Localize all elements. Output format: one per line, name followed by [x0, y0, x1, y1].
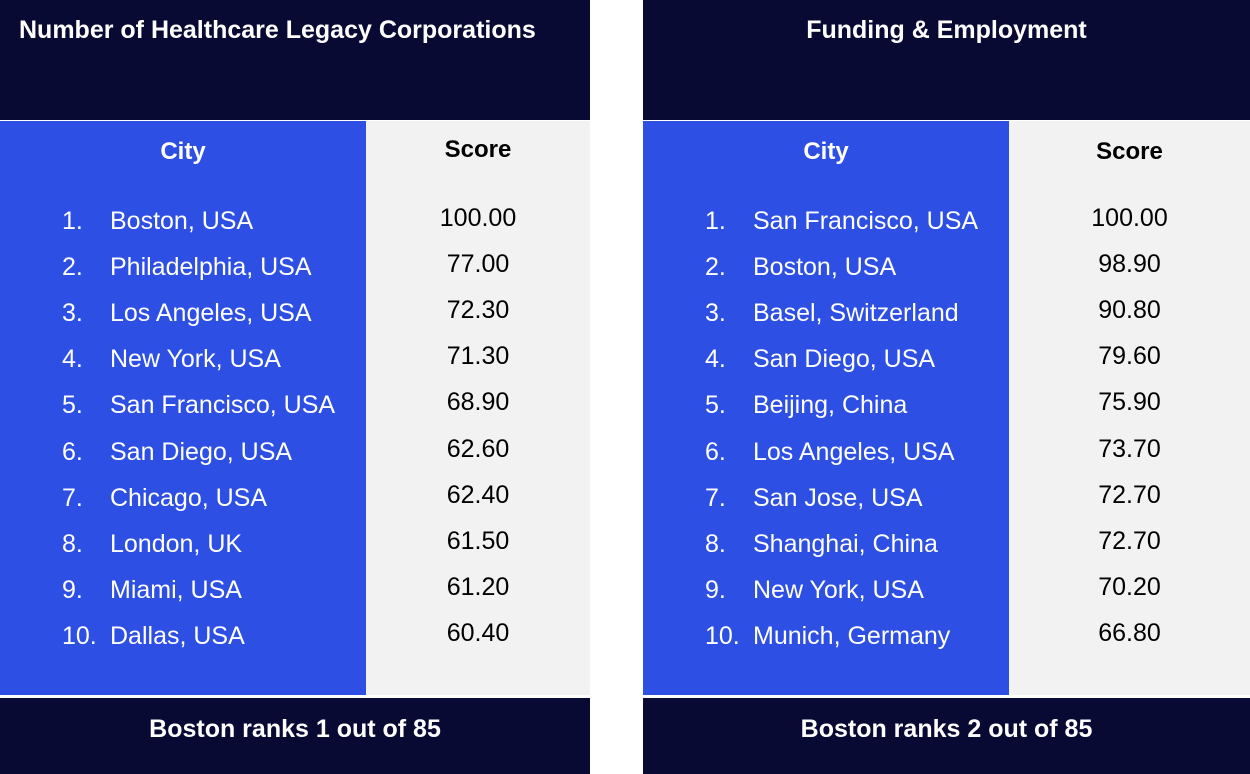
score-value: 61.20	[446, 572, 510, 601]
rank-number: 9.	[62, 575, 83, 604]
table-row: 3. Los Angeles, USA 72.30	[0, 296, 590, 345]
rank-number: 8.	[705, 529, 726, 558]
score-value: 77.00	[446, 250, 510, 279]
table-row: 9. Miami, USA 61.20	[0, 572, 590, 622]
score-value: 90.80	[1098, 296, 1161, 325]
score-value: 72.30	[446, 296, 510, 325]
table-row: 2. Boston, USA 98.90	[643, 250, 1250, 299]
score-value: 72.70	[1098, 526, 1161, 555]
city-name: New York, USA	[753, 575, 924, 604]
city-name: London, UK	[110, 529, 243, 558]
score-value: 62.40	[446, 480, 510, 509]
city-name: Miami, USA	[110, 575, 242, 604]
table-row: 7. Chicago, USA 62.40	[0, 480, 590, 530]
city-name: San Francisco, USA	[753, 207, 979, 235]
rank-number: 10.	[62, 621, 97, 650]
table-row: 3. Basel, Switzerland 90.80	[643, 296, 1250, 345]
table-row: 10. Dallas, USA 60.40	[0, 618, 590, 668]
score-value: 98.90	[1098, 250, 1161, 279]
table-row: 1. Boston, USA 100.00	[0, 204, 590, 253]
rank-number: 2.	[705, 253, 726, 282]
footer-text: Boston ranks 2 out of 85	[800, 715, 1093, 743]
score-value: 60.40	[446, 618, 510, 647]
rank-number: 6.	[705, 437, 726, 466]
rank-number: 3.	[705, 299, 726, 328]
score-column	[366, 121, 590, 695]
footer-text: Boston ranks 1 out of 85	[149, 715, 441, 743]
rank-number: 4.	[62, 345, 83, 374]
rank-number: 8.	[62, 529, 83, 558]
panel-title: Funding & Employment	[806, 16, 1087, 44]
rank-number: 1.	[705, 207, 726, 235]
score-value: 68.90	[446, 388, 510, 417]
city-name: Los Angeles, USA	[110, 299, 312, 328]
rank-number: 7.	[705, 483, 726, 512]
table-row: 6. San Diego, USA 62.60	[0, 434, 590, 484]
score-value: 61.50	[446, 526, 510, 555]
score-value: 75.90	[1098, 388, 1161, 417]
rank-number: 3.	[62, 299, 83, 328]
table-row: 5. Beijing, China 75.90	[643, 388, 1250, 437]
score-column	[1009, 121, 1250, 695]
city-name: Munich, Germany	[753, 621, 951, 650]
score-value: 79.60	[1098, 342, 1161, 371]
rank-number: 2.	[62, 253, 83, 282]
score-column-header: Score	[444, 136, 512, 163]
city-column	[0, 121, 366, 695]
score-column-header: Score	[1096, 138, 1163, 165]
table-row: 8. Shanghai, China 72.70	[643, 526, 1250, 576]
table-row: 4. New York, USA 71.30	[0, 342, 590, 391]
table-row: 4. San Diego, USA 79.60	[643, 342, 1250, 391]
score-value: 100.00	[439, 204, 517, 232]
table-row: 6. Los Angeles, USA 73.70	[643, 434, 1250, 484]
rank-number: 10.	[705, 621, 740, 650]
city-name: San Francisco, USA	[110, 391, 336, 420]
score-value: 72.70	[1098, 480, 1161, 509]
score-value: 100.00	[1091, 204, 1168, 232]
rank-number: 6.	[62, 437, 83, 466]
table-row: 8. London, UK 61.50	[0, 526, 590, 576]
panel-footer: Boston ranks 1 out of 85	[0, 698, 590, 774]
table-row: 1. San Francisco, USA 100.00	[643, 204, 1250, 253]
city-column-header: City	[803, 138, 849, 165]
panel-title: Number of Healthcare Legacy Corporations	[19, 16, 536, 44]
score-value: 70.20	[1098, 572, 1161, 601]
rank-number: 9.	[705, 575, 726, 604]
city-name: Boston, USA	[753, 253, 897, 282]
panel-header: Number of Healthcare Legacy Corporations	[0, 0, 590, 120]
panel-header: Funding & Employment	[643, 0, 1250, 120]
table-row: 5. San Francisco, USA 68.90	[0, 388, 590, 437]
city-name: San Diego, USA	[110, 437, 293, 466]
table-row: 10. Munich, Germany 66.80	[643, 618, 1250, 668]
rank-number: 4.	[705, 345, 726, 374]
table-row: 7. San Jose, USA 72.70	[643, 480, 1250, 530]
rank-number: 5.	[62, 391, 83, 420]
rank-number: 1.	[62, 207, 83, 235]
rank-number: 5.	[705, 391, 726, 420]
city-column	[643, 121, 1009, 695]
city-name: Boston, USA	[110, 207, 254, 235]
table-row: 2. Philadelphia, USA 77.00	[0, 250, 590, 299]
table-row: 9. New York, USA 70.20	[643, 572, 1250, 622]
city-name: San Diego, USA	[753, 345, 936, 374]
score-value: 71.30	[446, 342, 510, 371]
city-name: Dallas, USA	[110, 621, 245, 650]
city-name: Shanghai, China	[753, 529, 938, 558]
score-value: 62.60	[446, 434, 510, 463]
city-name: Beijing, China	[753, 391, 908, 420]
rank-number: 7.	[62, 483, 83, 512]
legacy-corporations-panel: Number of Healthcare Legacy Corporations…	[0, 0, 590, 774]
city-name: Chicago, USA	[110, 483, 268, 512]
city-name: Philadelphia, USA	[110, 253, 312, 282]
funding-employment-panel: Funding & Employment City Score Boston r…	[643, 0, 1250, 774]
city-name: Basel, Switzerland	[753, 299, 959, 328]
city-column-header: City	[160, 138, 206, 165]
city-name: San Jose, USA	[753, 483, 923, 512]
score-value: 73.70	[1098, 434, 1161, 463]
panel-footer: Boston ranks 2 out of 85	[643, 698, 1250, 774]
score-value: 66.80	[1098, 618, 1161, 647]
city-name: New York, USA	[110, 345, 281, 374]
city-name: Los Angeles, USA	[753, 437, 955, 466]
